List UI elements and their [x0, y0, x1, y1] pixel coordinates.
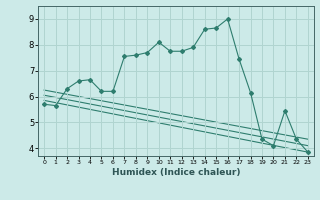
- X-axis label: Humidex (Indice chaleur): Humidex (Indice chaleur): [112, 168, 240, 177]
